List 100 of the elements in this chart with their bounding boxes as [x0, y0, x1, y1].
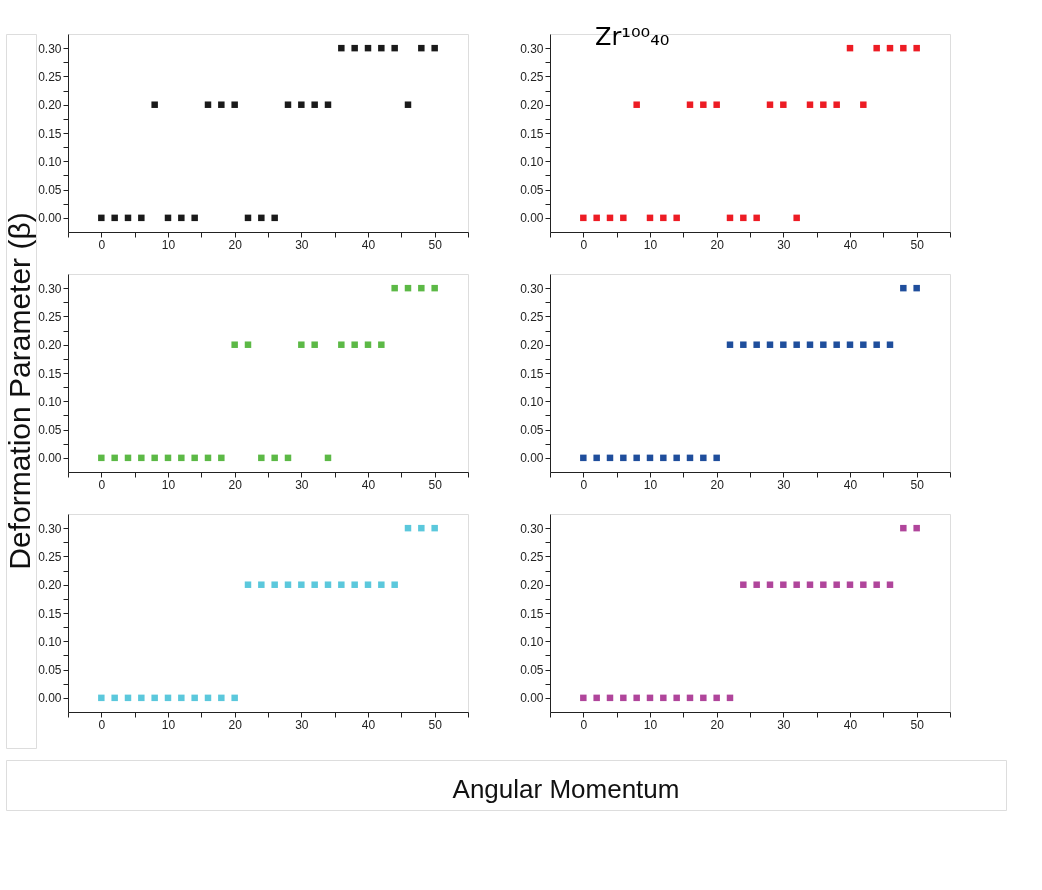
y-tick-label: 0.10 — [38, 394, 62, 409]
point — [364, 341, 372, 348]
x-tick-label: 10 — [161, 717, 176, 732]
point — [351, 581, 358, 588]
y-tick-label: 0.30 — [520, 281, 544, 296]
point — [806, 341, 814, 348]
point — [271, 214, 278, 222]
point — [833, 341, 840, 348]
y-tick-label: 0.00 — [38, 451, 62, 466]
point — [846, 341, 854, 348]
y-tick-label: 0.25 — [38, 309, 62, 324]
y-tick-label: 0.25 — [520, 549, 544, 564]
point — [740, 581, 747, 588]
point — [620, 454, 627, 462]
point — [633, 101, 640, 108]
point — [580, 214, 587, 222]
point — [860, 581, 867, 588]
point — [913, 524, 920, 532]
y-tick-label: 0.25 — [520, 69, 544, 84]
point — [311, 101, 318, 108]
point — [753, 214, 760, 222]
x-tick-label: 50 — [910, 477, 925, 492]
point — [284, 581, 292, 588]
point — [846, 581, 854, 588]
point — [151, 101, 158, 108]
point — [231, 101, 238, 108]
point — [271, 454, 278, 462]
y-tick-label: 0.05 — [520, 183, 544, 198]
point — [324, 581, 332, 588]
point — [673, 694, 680, 702]
point — [633, 694, 640, 702]
y-tick-label: 0.30 — [38, 41, 62, 56]
y-tick-label: 0.05 — [38, 423, 62, 438]
x-tick-label: 50 — [910, 717, 925, 732]
point — [793, 581, 800, 588]
x-tick-label: 50 — [428, 237, 443, 252]
point — [753, 581, 760, 588]
y-tick-label: 0.20 — [38, 98, 62, 113]
x-tick-label: 40 — [843, 477, 858, 492]
point — [713, 454, 720, 462]
y-tick-label: 0.10 — [520, 634, 544, 649]
point — [833, 581, 840, 588]
x-axis-title: Angular Momentum — [452, 774, 680, 804]
x-tick-label: 20 — [228, 477, 243, 492]
x-tick-label: 40 — [843, 717, 858, 732]
point — [138, 214, 145, 222]
point — [740, 341, 747, 348]
y-tick-label: 0.20 — [520, 338, 544, 353]
point — [231, 694, 238, 702]
y-tick-label: 0.25 — [38, 549, 62, 564]
point — [138, 454, 145, 462]
point — [391, 44, 398, 52]
point — [418, 284, 425, 292]
point — [780, 341, 787, 348]
x-tick-label: 20 — [228, 717, 243, 732]
x-tick-label: 30 — [777, 477, 791, 492]
x-tick-label: 10 — [643, 237, 658, 252]
point — [886, 341, 894, 348]
y-tick-label: 0.15 — [520, 366, 544, 381]
point — [860, 101, 867, 108]
point — [111, 214, 118, 222]
point — [351, 44, 358, 52]
y-axis-title: Deformation Parameter (β) — [3, 212, 36, 570]
y-tick-label: 0.05 — [520, 423, 544, 438]
point — [620, 694, 627, 702]
point — [860, 341, 867, 348]
x-tick-label: 10 — [161, 237, 176, 252]
point — [753, 341, 760, 348]
point — [258, 581, 265, 588]
y-tick-label: 0.10 — [520, 154, 544, 169]
x-tick-label: 0 — [98, 477, 106, 492]
point — [98, 214, 105, 222]
y-tick-label: 0.30 — [520, 41, 544, 56]
point — [324, 101, 332, 108]
y-tick-label: 0.15 — [520, 126, 544, 141]
x-tick-label: 30 — [295, 717, 309, 732]
y-tick-label: 0.30 — [38, 521, 62, 536]
y-tick-label: 0.15 — [38, 126, 62, 141]
point — [98, 454, 105, 462]
point — [98, 694, 105, 702]
point — [284, 101, 292, 108]
point — [913, 44, 920, 52]
point — [258, 214, 265, 222]
point — [766, 101, 774, 108]
point — [431, 44, 438, 52]
point — [900, 284, 907, 292]
y-tick-label: 0.05 — [520, 663, 544, 678]
point — [580, 454, 587, 462]
x-tick-label: 40 — [843, 237, 858, 252]
point — [700, 694, 707, 702]
point — [780, 101, 787, 108]
point — [726, 341, 734, 348]
point — [191, 214, 198, 222]
x-tick-label: 20 — [710, 237, 725, 252]
y-tick-label: 0.10 — [38, 634, 62, 649]
point — [338, 44, 345, 52]
x-tick-label: 50 — [428, 717, 443, 732]
point — [806, 101, 814, 108]
point — [351, 341, 358, 348]
x-tick-label: 30 — [295, 237, 309, 252]
